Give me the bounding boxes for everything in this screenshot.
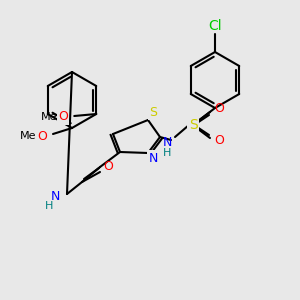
Text: N: N (148, 152, 158, 164)
Text: O: O (214, 103, 224, 116)
Text: O: O (37, 130, 47, 142)
Text: S: S (189, 118, 197, 132)
Text: N: N (162, 136, 172, 148)
Text: H: H (45, 201, 53, 211)
Text: S: S (149, 106, 157, 118)
Text: Cl: Cl (208, 19, 222, 33)
Text: N: N (50, 190, 60, 202)
Text: H: H (163, 148, 171, 158)
Text: Me: Me (41, 112, 58, 122)
Text: O: O (214, 134, 224, 148)
Text: Me: Me (20, 131, 36, 141)
Text: O: O (58, 110, 68, 124)
Text: O: O (103, 160, 113, 172)
